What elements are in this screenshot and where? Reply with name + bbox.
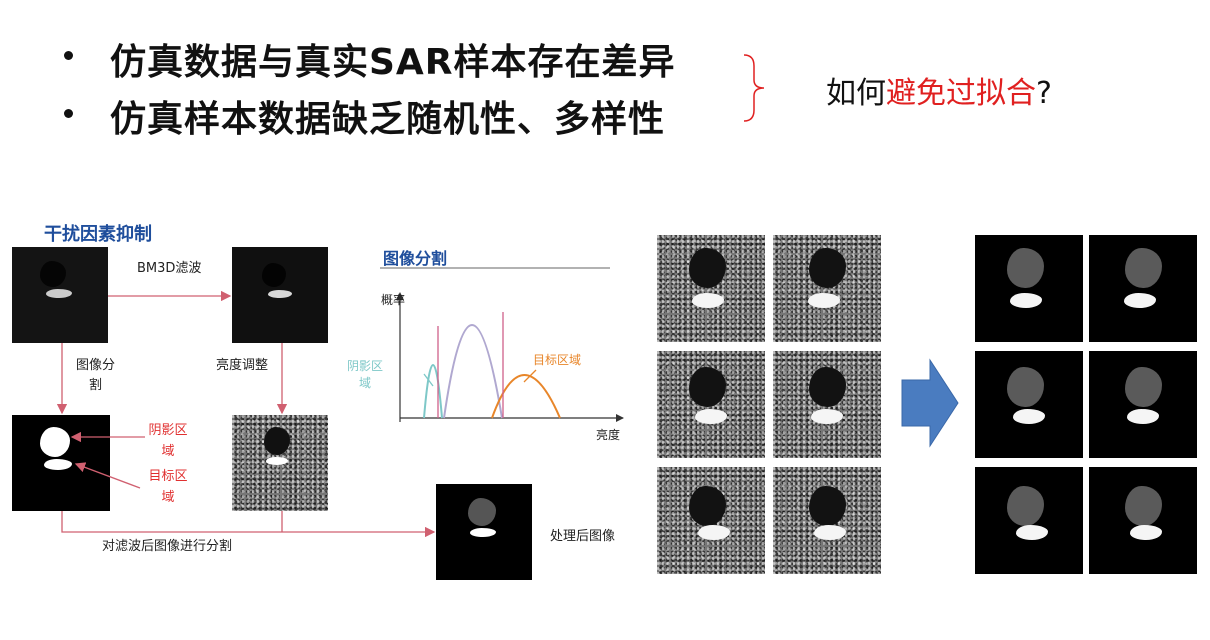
bullet-dot-1 [64,51,73,60]
noisy-sample-r2-c1 [657,351,765,458]
overfitting-question: 如何避免过拟合? [826,68,1052,112]
target-region-label-line1: 目标区 [148,469,188,484]
target-label-pointer [523,369,537,383]
target-curve [491,374,561,419]
chart-shadow-label-line1: 阴影区 [347,359,384,373]
processed-sample-r2-c1 [975,351,1083,458]
bm3d-filtered-image [232,247,328,343]
middle-curve [443,324,503,419]
processed-sample-r1-c1 [975,235,1083,342]
processed-sample-r2-c2 [1089,351,1197,458]
question-highlight: 避免过拟合 [886,76,1036,111]
segmentation-mask-image [12,415,110,511]
bullet-text-2: 仿真样本数据缺乏随机性、多样性 [110,99,666,140]
curly-brace [743,54,765,122]
bullet-text-1: 仿真数据与真实SAR样本存在差异 [110,42,676,83]
flow-arrows [56,290,436,538]
noisy-sample-r2-c2 [773,351,881,458]
noisy-sample-r3-c2 [773,467,881,574]
shadow-region-label-line2: 域 [161,444,175,459]
processed-image-label: 处理后图像 [550,529,616,544]
shadow-region-label: 阴影区 域 [144,420,192,462]
processed-image [436,484,532,580]
target-region-label: 目标区 域 [144,466,192,508]
shadow-curve [423,364,443,419]
shadow-region-label-line1: 阴影区 [148,423,188,438]
chart-x-label: 亮度 [596,428,621,442]
interference-suppression-title: 干扰因素抑制 [44,224,152,245]
question-suffix: ? [1036,76,1052,111]
processed-sample-r3-c2 [1089,467,1197,574]
target-region-label-line2: 域 [161,490,175,505]
processed-sample-r1-c2 [1089,235,1197,342]
segmentation-chart [380,267,624,422]
segmentation-step-label-line2: 割 [89,378,103,393]
segmentation-step-label-line1: 图像分 [76,358,116,373]
noisy-sample-r1-c2 [773,235,881,342]
chart-target-label: 目标区域 [533,353,582,367]
chart-shadow-label: 阴影区 域 [347,358,383,392]
chart-shadow-label-line2: 域 [359,376,372,390]
brightness-adjusted-image [232,415,328,511]
noisy-sample-r1-c1 [657,235,765,342]
shadow-label-pointer [423,373,434,387]
noisy-sample-r3-c1 [657,467,765,574]
segmentation-chart-title: 图像分割 [383,249,448,268]
right-arrow-icon [901,358,959,448]
segment-filtered-label: 对滤波后图像进行分割 [102,539,233,554]
brightness-adjust-label: 亮度调整 [216,358,269,373]
original-sar-image [12,247,108,343]
processed-sample-r3-c1 [975,467,1083,574]
bullet-dot-2 [64,109,73,118]
bm3d-filter-label: BM3D滤波 [137,261,202,276]
question-prefix: 如何 [826,76,886,111]
chart-y-label: 概率 [381,293,406,307]
